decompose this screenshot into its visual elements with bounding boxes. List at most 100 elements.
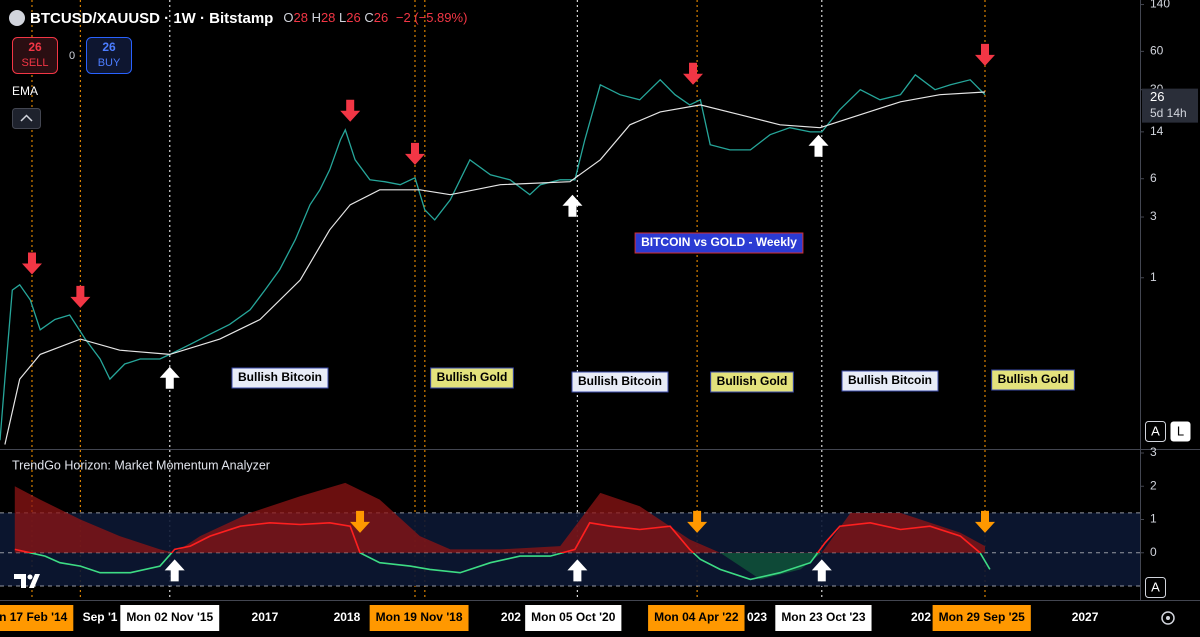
ohlc-key: H bbox=[312, 10, 321, 25]
price-line bbox=[0, 73, 986, 441]
regime-label-box bbox=[841, 370, 939, 392]
ohlc-change: −2 (−5.89%) bbox=[396, 10, 468, 25]
buy-button[interactable] bbox=[86, 37, 132, 74]
x-tick-label: 202 bbox=[501, 610, 521, 624]
ohlc-key: O bbox=[283, 10, 293, 25]
buy-label[interactable]: BUY bbox=[98, 57, 121, 69]
x-tick-label-box bbox=[648, 605, 745, 631]
x-tick-label-box bbox=[932, 605, 1031, 631]
y-tick-label: 1 bbox=[1150, 512, 1157, 526]
x-tick-label-box bbox=[525, 605, 622, 631]
chart-title: BITCOIN vs GOLD - Weekly bbox=[641, 235, 797, 249]
indicator-legend[interactable]: EMA bbox=[12, 84, 38, 98]
x-tick-label: Mon 04 Apr '22 bbox=[654, 610, 739, 624]
ema-line bbox=[4, 91, 986, 445]
tradingview-logo-dot bbox=[27, 574, 33, 580]
sell-price[interactable]: 26 bbox=[28, 40, 42, 54]
symbol-title[interactable]: BTCUSD/XAUUSD · 1W · Bitstamp bbox=[30, 10, 273, 27]
sell-arrow bbox=[404, 142, 425, 165]
y-tick-label: 14 bbox=[1150, 124, 1164, 138]
y-tick-label: 6 bbox=[1150, 171, 1157, 185]
regime-label: Bullish Bitcoin bbox=[238, 370, 322, 384]
log-scale-label[interactable]: L bbox=[1177, 423, 1184, 438]
y-tick-label: 0 bbox=[1150, 545, 1157, 559]
regime-label: Bullish Gold bbox=[437, 370, 508, 384]
sell-arrow bbox=[340, 99, 361, 122]
x-tick-label: Mon 02 Nov '15 bbox=[126, 610, 213, 624]
regime-label: Bullish Bitcoin bbox=[848, 373, 932, 387]
x-tick-label-box bbox=[120, 605, 220, 631]
ohlc-key: C bbox=[364, 10, 373, 25]
y-tick-label: 60 bbox=[1150, 44, 1164, 58]
symbol-icon[interactable] bbox=[9, 10, 25, 26]
indicator-auto-scale-label[interactable]: A bbox=[1151, 579, 1160, 594]
buy-arrow bbox=[562, 194, 583, 217]
sell-arrow bbox=[683, 62, 704, 85]
regime-label-box bbox=[710, 371, 794, 393]
buy-price[interactable]: 26 bbox=[102, 40, 116, 54]
ohlc-value: 28 bbox=[321, 10, 335, 25]
collapse-icon bbox=[20, 114, 33, 122]
time-axis: Sep '1 2017 2018 202 023 202 2027 on 17 Feb '14… bbox=[0, 605, 1099, 631]
x-tick-label: Mon 05 Oct '20 bbox=[531, 610, 616, 624]
regime-label: Bullish Gold bbox=[998, 372, 1069, 386]
sell-label[interactable]: SELL bbox=[22, 57, 49, 69]
sell-arrow bbox=[974, 510, 995, 533]
spread: 0 bbox=[69, 50, 75, 62]
regime-label-box bbox=[430, 367, 514, 389]
y-tick-label: 140 bbox=[1150, 0, 1170, 11]
ohlc: O28 H28 L26 C26 −2 (−5.89%) bbox=[283, 10, 467, 25]
sell-arrow bbox=[350, 510, 371, 533]
ohlc-key: L bbox=[339, 10, 346, 25]
regime-label: Bullish Bitcoin bbox=[578, 374, 662, 388]
sell-arrow bbox=[21, 252, 42, 275]
last-price-tag bbox=[1142, 88, 1198, 123]
sell-button[interactable] bbox=[12, 37, 58, 74]
x-tick-label: 2027 bbox=[1072, 610, 1099, 624]
chart-title-box bbox=[634, 232, 804, 254]
x-tick-label: 202 bbox=[911, 610, 931, 624]
x-tick-label: Mon 29 Sep '25 bbox=[939, 610, 1026, 624]
buy-arrow bbox=[811, 559, 832, 582]
auto-scale-button[interactable] bbox=[1145, 421, 1166, 442]
x-tick-label: on 17 Feb '14 bbox=[0, 610, 68, 624]
indicator-title: TrendGo Horizon: Market Momentum Analyze… bbox=[12, 458, 270, 472]
tradingview-logo[interactable] bbox=[14, 574, 40, 588]
y-tick-label: 3 bbox=[1150, 445, 1157, 459]
ohlc-value: 26 bbox=[374, 10, 388, 25]
x-tick-label-box bbox=[0, 605, 74, 631]
sell-arrow bbox=[974, 43, 995, 66]
ohlc-value: 28 bbox=[293, 10, 307, 25]
bar-countdown: 5d 14h bbox=[1150, 106, 1187, 120]
settings-icon[interactable] bbox=[1161, 611, 1175, 625]
log-scale-button[interactable] bbox=[1170, 421, 1191, 442]
momentum-histogram bbox=[14, 482, 986, 580]
buy-arrow bbox=[567, 559, 588, 582]
x-tick-label: Mon 23 Oct '23 bbox=[781, 610, 866, 624]
auto-scale-label[interactable]: A bbox=[1151, 423, 1160, 438]
settings-icon-core bbox=[1166, 616, 1170, 620]
x-tick-label: Mon 19 Nov '18 bbox=[376, 610, 463, 624]
x-tick-label: 2018 bbox=[334, 610, 361, 624]
x-tick-label-box bbox=[775, 605, 872, 631]
y-tick-label: 3 bbox=[1150, 209, 1157, 223]
buy-arrow bbox=[808, 134, 829, 157]
y-tick-label: 1 bbox=[1150, 270, 1157, 284]
x-tick-label: 2017 bbox=[252, 610, 279, 624]
ohlc-value: 26 bbox=[346, 10, 360, 25]
collapse-button[interactable] bbox=[12, 108, 41, 129]
last-price-label: 26 bbox=[1150, 89, 1164, 104]
buy-arrow bbox=[159, 366, 180, 389]
buy-arrow bbox=[164, 559, 185, 582]
regime-label: Bullish Gold bbox=[717, 374, 788, 388]
x-tick-label-box bbox=[369, 605, 469, 631]
momentum-line bbox=[14, 521, 991, 581]
regime-label-box bbox=[571, 371, 669, 393]
x-tick-label: Sep '1 bbox=[83, 610, 118, 624]
sell-arrow bbox=[687, 510, 708, 533]
regime-label-box bbox=[231, 367, 329, 389]
sell-arrow bbox=[70, 285, 91, 308]
indicator-auto-scale-button[interactable] bbox=[1145, 577, 1166, 598]
x-tick-label: 023 bbox=[747, 610, 767, 624]
